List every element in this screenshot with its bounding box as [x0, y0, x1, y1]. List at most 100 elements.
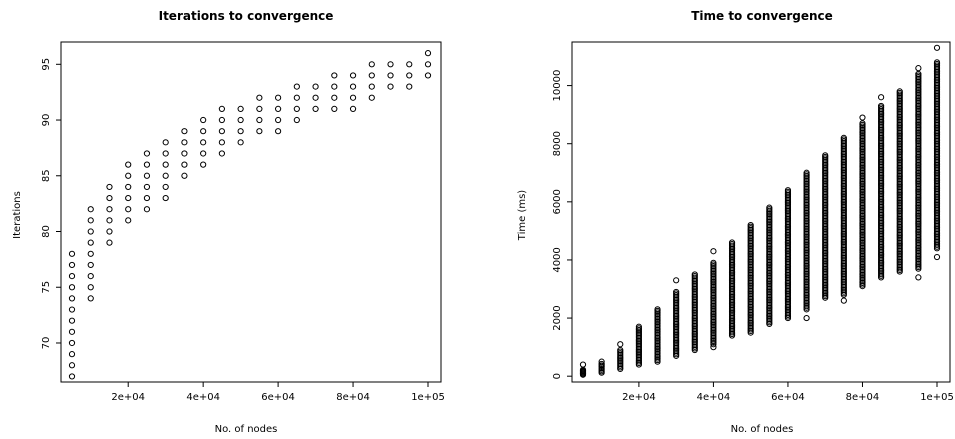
data-point-outlier: [933, 253, 941, 261]
data-point: [424, 72, 432, 79]
data-point: [766, 204, 773, 211]
data-point: [256, 94, 263, 101]
data-point: [68, 328, 76, 335]
data-point-outlier: [915, 274, 922, 281]
y-tick-label: 6000: [552, 189, 563, 214]
y-tick-label: 8000: [552, 131, 563, 156]
data-point: [125, 206, 132, 213]
data-point: [218, 116, 225, 124]
data-point: [68, 295, 76, 302]
data-point: [710, 259, 717, 266]
data-point: [125, 194, 132, 202]
data-point: [181, 139, 188, 146]
y-axis-label: Iterations: [12, 191, 23, 239]
data-point: [896, 88, 903, 95]
data-point: [162, 150, 169, 157]
data-point: [68, 317, 76, 324]
data-point: [406, 61, 413, 68]
y-tick-label: 85: [41, 169, 52, 182]
data-point: [275, 94, 282, 101]
x-tick-label: 1e+05: [920, 392, 954, 403]
data-point-outlier: [598, 358, 605, 365]
data-point: [256, 128, 263, 135]
data-point: [125, 217, 132, 224]
y-tick-label: 80: [41, 225, 52, 238]
data-point: [331, 72, 338, 79]
data-point: [125, 161, 132, 168]
data-point-outlier: [933, 44, 941, 51]
data-point-outlier: [617, 341, 624, 348]
data-point: [87, 284, 94, 291]
data-point: [143, 183, 151, 191]
x-tick-label: 6e+04: [771, 392, 805, 403]
data-point: [256, 116, 263, 124]
data-point: [933, 59, 941, 66]
x-axis-label: No. of nodes: [215, 424, 278, 435]
data-point: [218, 139, 225, 146]
data-point: [878, 102, 885, 110]
y-axis-label: Time (ms): [517, 190, 528, 242]
data-point: [162, 194, 169, 202]
data-point: [200, 161, 207, 168]
data-point-outlier: [840, 297, 847, 304]
y-tick-label: 10000: [552, 70, 563, 102]
data-point: [68, 339, 76, 347]
data-point: [87, 250, 94, 257]
data-point-outlier: [710, 344, 717, 351]
x-tick-label: 6e+04: [261, 392, 295, 403]
data-point: [237, 116, 244, 124]
data-point: [181, 150, 188, 157]
data-point: [143, 161, 151, 168]
data-point: [368, 83, 375, 90]
data-point: [673, 288, 680, 296]
data-point: [106, 228, 113, 235]
y-tick-label: 95: [41, 58, 52, 71]
data-point: [181, 161, 188, 168]
data-point: [293, 83, 300, 90]
data-point: [275, 128, 282, 135]
data-point: [349, 94, 357, 101]
data-point: [349, 105, 357, 112]
data-point: [68, 362, 76, 369]
data-point: [387, 61, 394, 68]
data-point: [200, 139, 207, 146]
chart-iterations: Iterations to convergence No. of nodes I…: [12, 9, 445, 435]
data-point: [691, 271, 698, 278]
data-point: [106, 194, 113, 202]
data-point: [349, 72, 357, 79]
data-point: [617, 346, 624, 354]
data-point: [106, 217, 113, 224]
data-point: [125, 172, 132, 179]
data-point: [840, 134, 847, 141]
data-point: [635, 323, 642, 330]
data-point: [162, 172, 169, 179]
data-point: [237, 139, 244, 146]
data-point: [200, 116, 207, 124]
data-point: [68, 250, 76, 257]
data-point: [162, 183, 169, 191]
data-point: [218, 150, 225, 157]
data-point-outlier: [579, 361, 587, 368]
data-point: [275, 105, 282, 112]
y-tick-label: 70: [41, 337, 52, 350]
data-point: [387, 83, 394, 90]
data-point: [293, 94, 300, 101]
data-point: [68, 373, 76, 380]
data-point: [349, 83, 357, 90]
data-point: [68, 284, 76, 291]
x-tick-label: 4e+04: [186, 392, 220, 403]
axes: 2e+04 4e+04 6e+04 8e+04 1e+05 0 2000 4000 6000 80…: [552, 70, 954, 403]
data-point: [143, 194, 151, 202]
data-point: [181, 172, 188, 179]
data-point: [87, 206, 94, 213]
data-point: [237, 105, 244, 112]
plot-frame: [60, 41, 442, 383]
x-tick-label: 1e+05: [411, 392, 445, 403]
data-point: [312, 94, 319, 101]
data-point: [598, 360, 605, 368]
data-point: [106, 183, 113, 191]
data-point: [106, 206, 113, 213]
data-point: [68, 351, 76, 358]
x-tick-label: 8e+04: [336, 392, 370, 403]
